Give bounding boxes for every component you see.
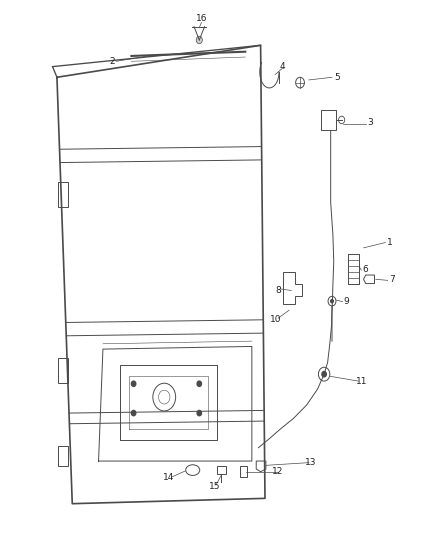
Circle shape — [197, 410, 201, 416]
Circle shape — [322, 372, 326, 377]
Circle shape — [131, 381, 136, 386]
Text: 10: 10 — [270, 316, 282, 324]
Text: 3: 3 — [367, 118, 373, 127]
Circle shape — [197, 381, 201, 386]
Text: 11: 11 — [356, 377, 367, 385]
Circle shape — [131, 410, 136, 416]
Text: 2: 2 — [109, 57, 114, 66]
Text: 12: 12 — [272, 467, 284, 476]
Text: 6: 6 — [363, 265, 369, 273]
Text: 16: 16 — [196, 14, 207, 23]
Text: 9: 9 — [343, 297, 349, 305]
Text: 13: 13 — [305, 458, 317, 467]
Circle shape — [331, 300, 333, 303]
Text: 1: 1 — [387, 238, 393, 247]
Text: 4: 4 — [280, 62, 285, 71]
Text: 5: 5 — [334, 73, 340, 82]
Text: 15: 15 — [209, 482, 220, 490]
Text: 14: 14 — [163, 473, 174, 481]
Text: 7: 7 — [389, 276, 395, 284]
Text: 8: 8 — [275, 286, 281, 295]
Circle shape — [196, 36, 202, 44]
